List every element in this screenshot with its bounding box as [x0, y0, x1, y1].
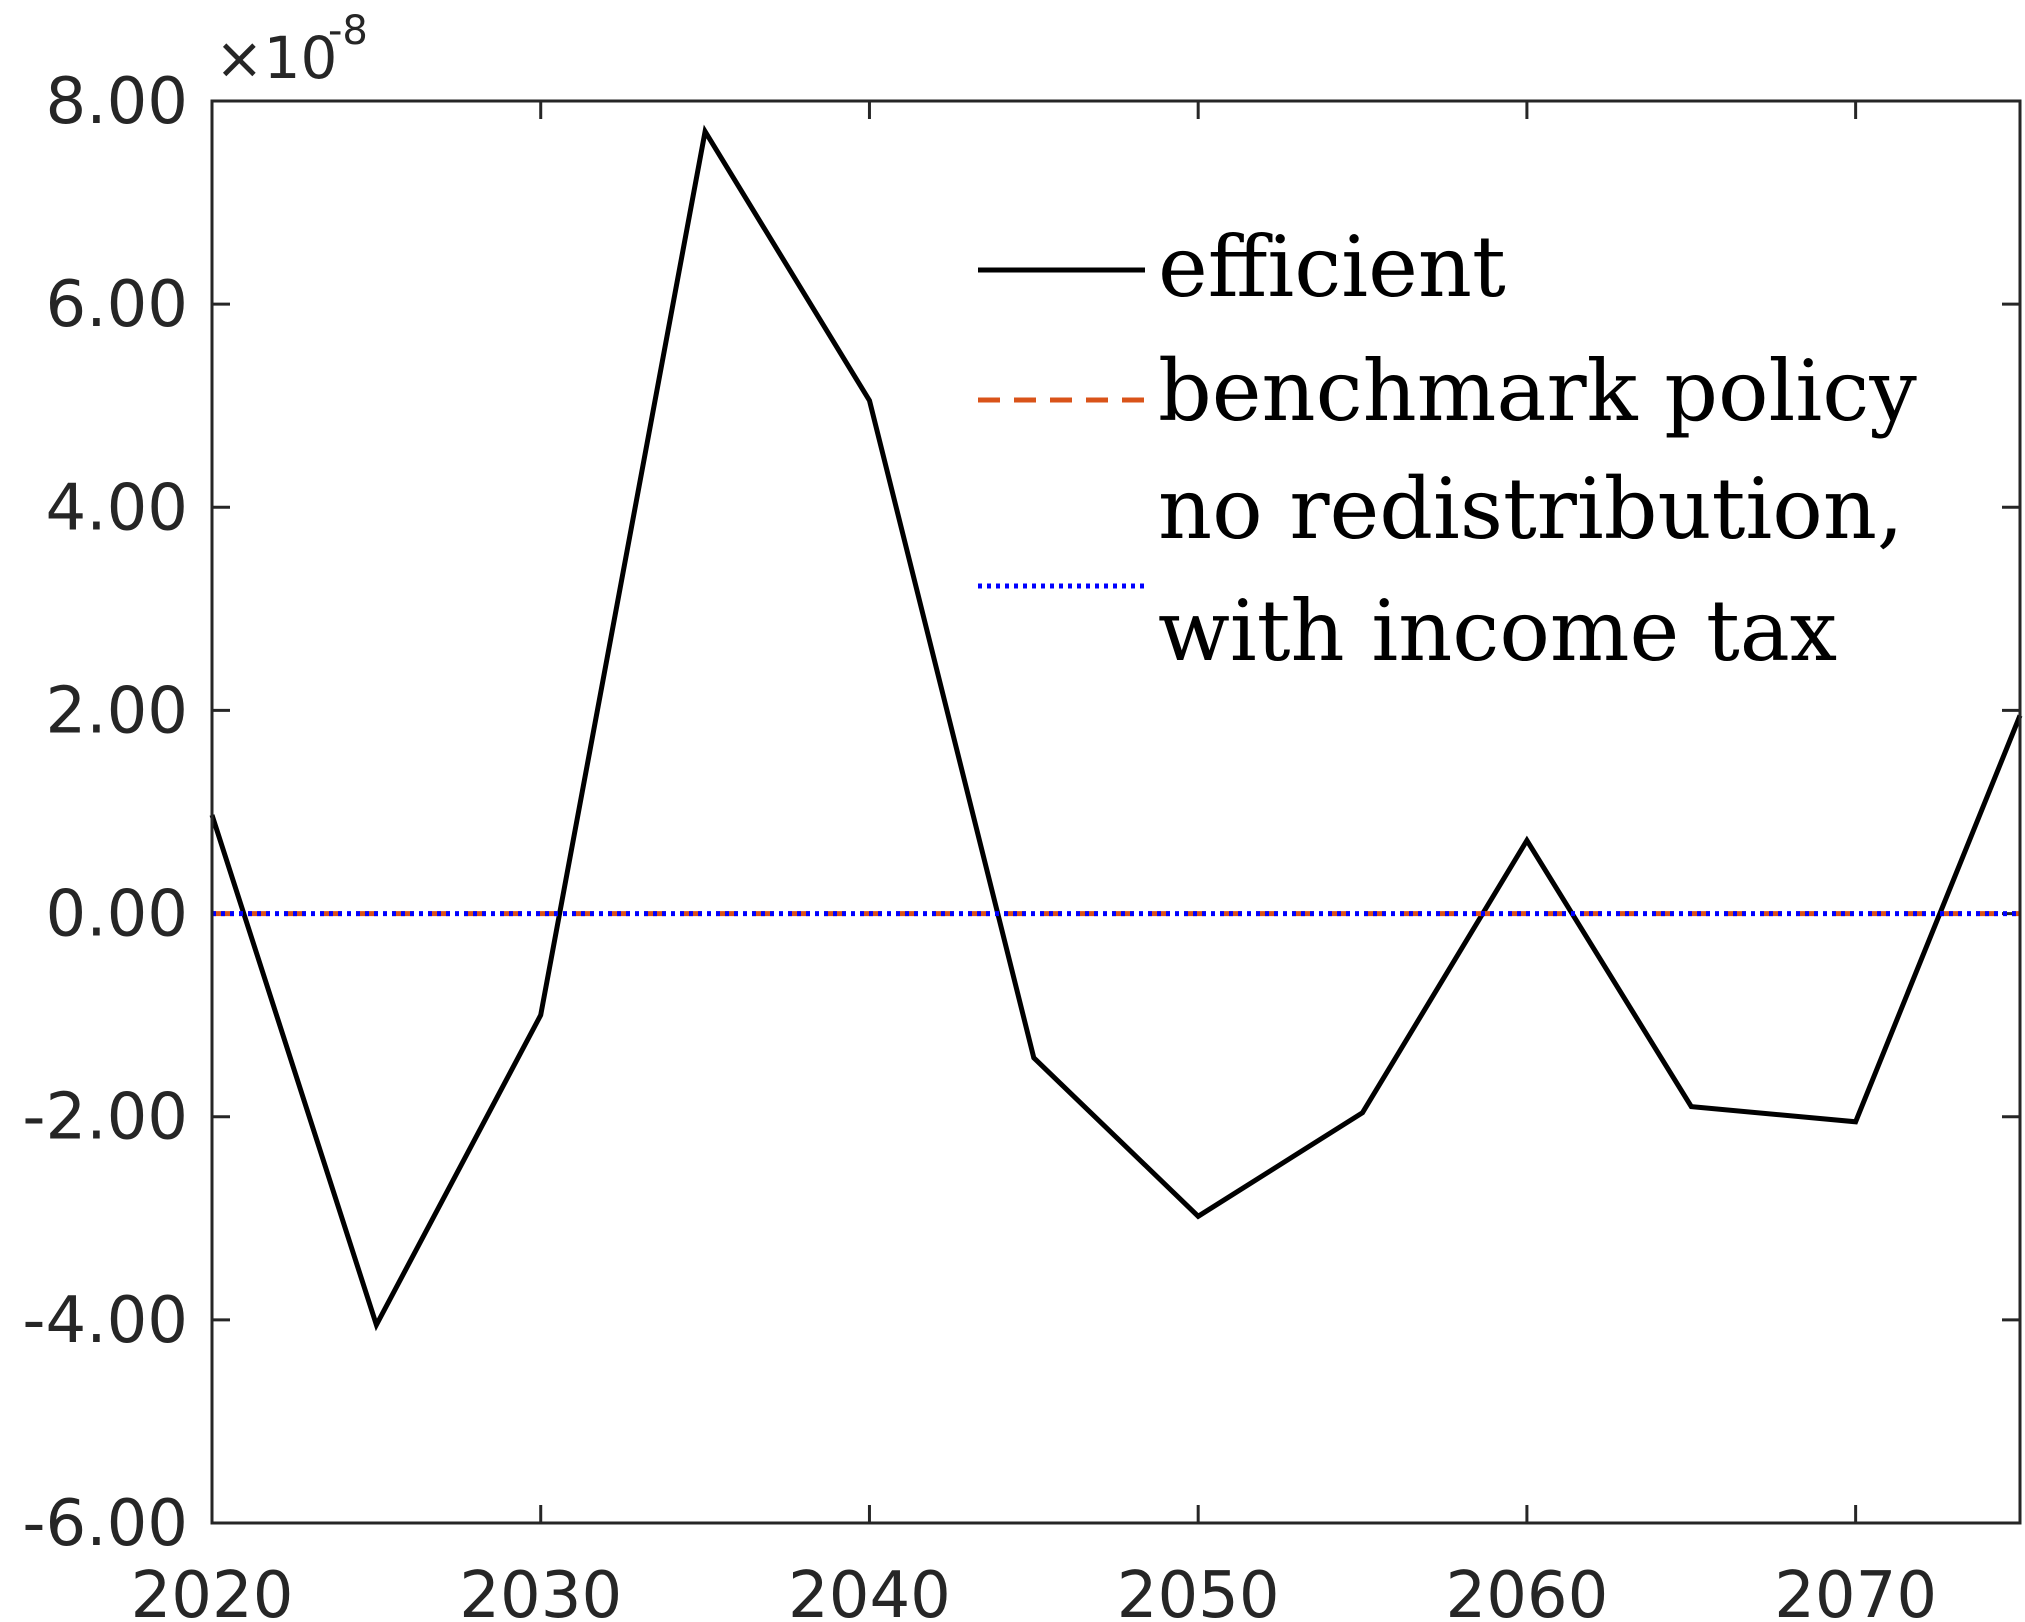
series-0-point: [705, 131, 706, 132]
series-0-point: [1362, 1112, 1363, 1113]
y-tick-label: -2.00: [22, 1081, 188, 1155]
series-2-point: [1526, 913, 1527, 914]
series-0-point: [376, 1324, 377, 1325]
legend-label-0: efficient: [1158, 218, 1506, 316]
x-tick-label: 2050: [1117, 1559, 1280, 1622]
series-layer: [209, 124, 2023, 1332]
series-0-point: [1526, 840, 1527, 841]
x-tick-label: 2070: [1774, 1559, 1937, 1622]
y-multiplier-exponent: -8: [328, 8, 368, 54]
series-2-point: [376, 913, 377, 914]
y-tick-label: 8.00: [46, 65, 189, 139]
legend-label-2: no redistribution,: [1158, 460, 1904, 558]
y-tick-label: 6.00: [46, 268, 189, 342]
series-line-0: [209, 124, 2023, 1332]
series-0-point: [869, 400, 870, 401]
y-axis-multiplier: ×10 -8: [215, 8, 368, 92]
series-2-point: [1362, 913, 1363, 914]
x-tick-label: 2060: [1445, 1559, 1608, 1622]
series-0-point: [1033, 1057, 1034, 1058]
y-multiplier-base: ×10: [215, 24, 337, 92]
series-0-point: [1855, 1121, 1856, 1122]
series-2-point: [1691, 913, 1692, 914]
y-tick-label: 2.00: [46, 674, 189, 748]
x-tick-label: 2020: [131, 1559, 294, 1622]
y-tick-label: -6.00: [22, 1487, 188, 1561]
series-2-point: [869, 913, 870, 914]
series-2-point: [1033, 913, 1034, 914]
y-tick-label: 0.00: [46, 878, 189, 952]
legend-label-2: with income tax: [1158, 582, 1837, 680]
series-2-point: [705, 913, 706, 914]
legend: efficient benchmark policy no redistributi…: [978, 218, 1917, 680]
y-tick-label: 4.00: [46, 471, 189, 545]
series-0-point: [1198, 1216, 1199, 1217]
series-2-point: [1198, 913, 1199, 914]
series-2-point: [1855, 913, 1856, 914]
legend-label-1: benchmark policy: [1158, 342, 1917, 440]
series-0-point: [540, 1015, 541, 1016]
y-tick-label: -4.00: [22, 1284, 188, 1358]
series-0-point: [1691, 1106, 1692, 1107]
plot-frame: [210, 99, 2022, 1525]
series-2-point: [540, 913, 541, 914]
x-tick-label: 2040: [788, 1559, 951, 1622]
x-tick-label: 2030: [459, 1559, 622, 1622]
